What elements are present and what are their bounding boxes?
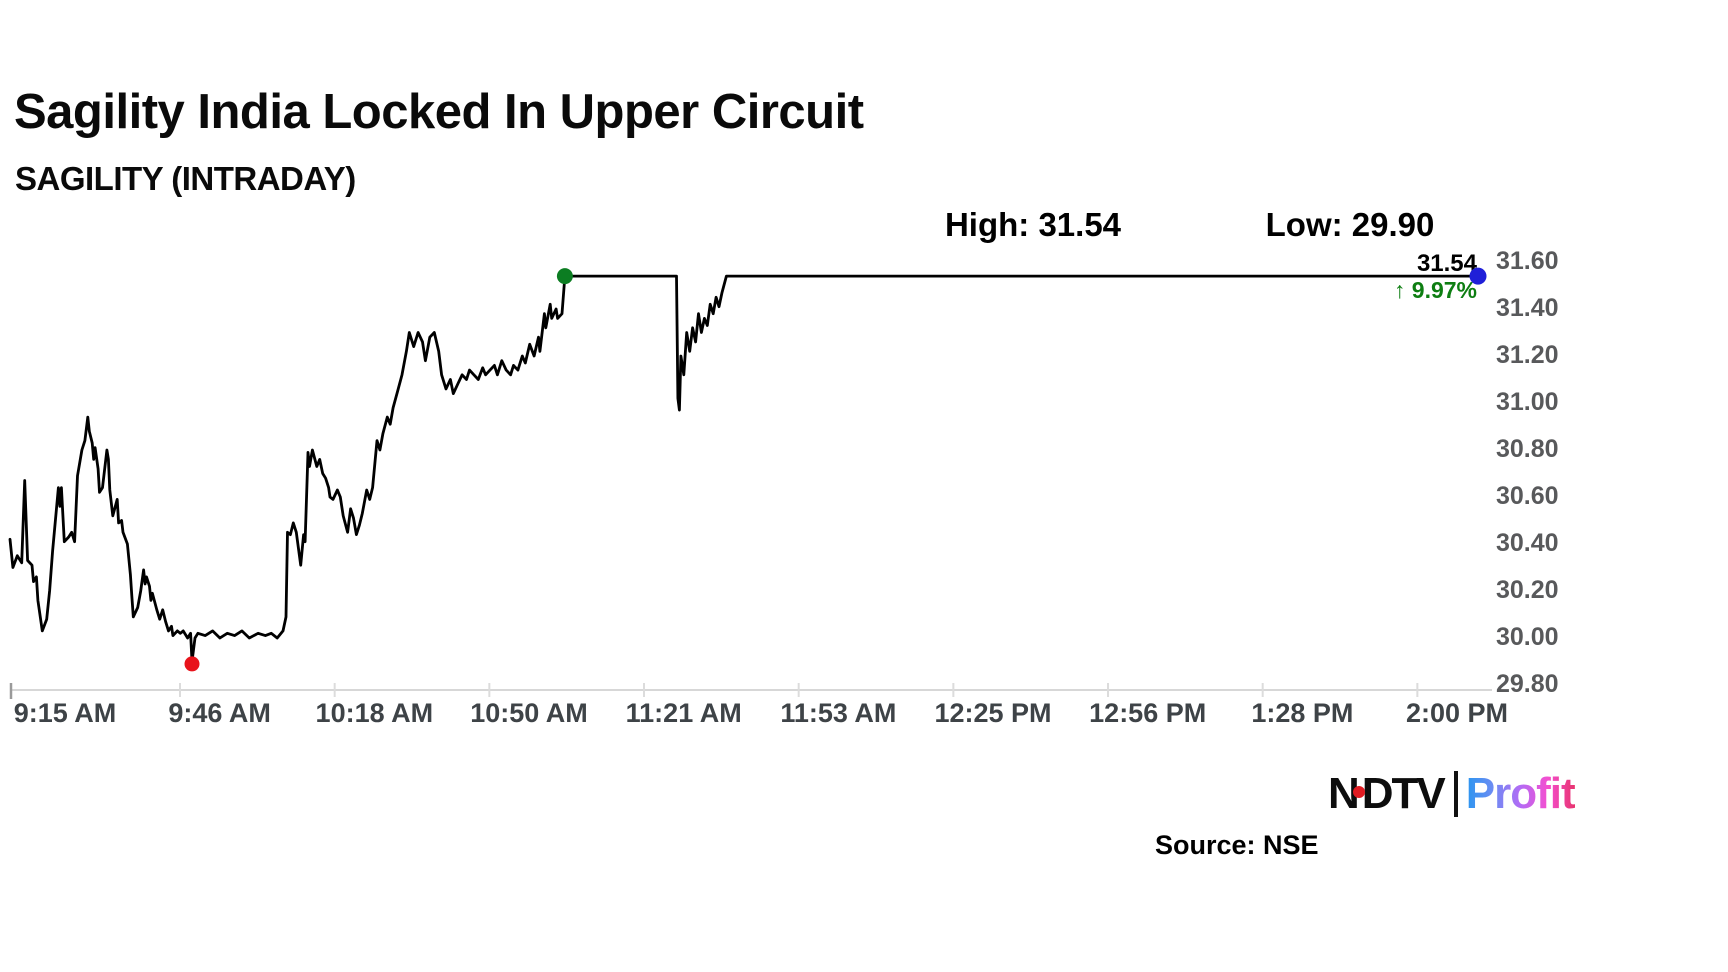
ndtv-profit-logo: N DTV Profit xyxy=(1328,769,1576,819)
x-axis-label: 11:21 AM xyxy=(625,698,742,728)
y-axis-label: 29.80 xyxy=(1496,670,1559,698)
last-price-annotation: 31.54 ↑ 9.97% xyxy=(1394,252,1477,302)
page-title: Sagility India Locked In Upper Circuit xyxy=(14,85,864,139)
x-axis-label: 10:50 AM xyxy=(470,698,588,728)
y-axis-label: 30.00 xyxy=(1496,623,1559,651)
chart-subtitle: SAGILITY (INTRADAY) xyxy=(15,160,356,197)
x-axis-label: 1:28 PM xyxy=(1251,698,1354,728)
x-axis-label: 2:00 PM xyxy=(1405,698,1509,728)
y-axis-label: 31.40 xyxy=(1496,294,1559,322)
x-axis-label: 12:25 PM xyxy=(934,698,1052,728)
y-axis-label: 31.00 xyxy=(1496,388,1559,416)
y-axis-label: 31.20 xyxy=(1496,341,1559,369)
low-annotation: Low: 29.90 xyxy=(1265,206,1435,243)
y-axis-label: 30.80 xyxy=(1496,435,1559,463)
x-axis-label: 12:56 PM xyxy=(1089,698,1207,728)
x-axis-label: 11:53 AM xyxy=(780,698,897,728)
y-axis-label: 30.60 xyxy=(1496,482,1559,510)
last-price-value: 31.54 xyxy=(1416,250,1477,277)
low-marker xyxy=(184,656,200,672)
last-marker xyxy=(1469,267,1487,285)
ndtv-letters-dtv: DTV xyxy=(1361,769,1446,818)
high-annotation: High: 31.54 xyxy=(944,206,1122,243)
x-axis-label: 10:18 AM xyxy=(315,698,434,728)
last-price-change: ↑ 9.97% xyxy=(1393,277,1477,303)
y-axis-label: 30.20 xyxy=(1496,576,1559,604)
price-line xyxy=(8,274,1480,663)
x-axis-label: 9:15 AM xyxy=(13,698,117,728)
logo-divider xyxy=(1453,771,1458,817)
x-axis-label: 9:46 AM xyxy=(168,698,271,728)
source-label: Source: NSE xyxy=(1155,830,1319,860)
ndtv-red-dot-icon xyxy=(1352,786,1365,798)
y-axis-label: 30.40 xyxy=(1496,529,1559,557)
profit-wordmark: Profit xyxy=(1465,769,1576,818)
y-axis-label: 31.60 xyxy=(1496,247,1559,275)
ndtv-wordmark: N DTV xyxy=(1328,769,1446,819)
high-marker xyxy=(556,268,573,285)
